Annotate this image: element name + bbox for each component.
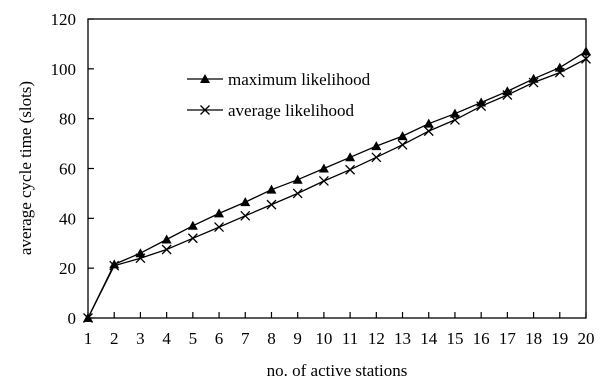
x-tick-label: 3 xyxy=(136,329,145,348)
data-point-triangle xyxy=(240,197,251,207)
data-point-x xyxy=(161,244,172,255)
x-tick-label: 1 xyxy=(84,329,93,348)
data-point-x xyxy=(240,210,251,221)
data-point-x xyxy=(449,114,460,125)
data-point-x xyxy=(345,164,356,175)
data-point-x xyxy=(187,233,198,244)
x-tick-label: 11 xyxy=(342,329,358,348)
x-tick-label: 18 xyxy=(525,329,542,348)
legend-entry-average-likelihood: average likelihood xyxy=(187,101,355,120)
y-tick-label: 20 xyxy=(59,259,76,278)
data-point-x xyxy=(83,313,93,323)
legend-entry-maximum-likelihood: maximum likelihood xyxy=(187,70,371,89)
data-point-triangle xyxy=(292,174,303,184)
triangle-marker-icon xyxy=(200,74,210,83)
x-tick-label: 4 xyxy=(162,329,171,348)
data-point-x xyxy=(423,126,434,137)
data-point-triangle xyxy=(161,234,172,244)
data-point-x xyxy=(214,222,225,233)
series-line-average-likelihood xyxy=(87,58,587,319)
x-tick-label: 19 xyxy=(551,329,568,348)
legend-label-average-likelihood: average likelihood xyxy=(228,101,355,120)
series-average-likelihood xyxy=(83,53,591,323)
data-point-x xyxy=(371,152,382,163)
data-point-x xyxy=(109,260,120,271)
data-point-triangle xyxy=(449,108,460,118)
data-point-triangle xyxy=(371,141,382,151)
x-tick-label: 8 xyxy=(267,329,276,348)
x-tick-label: 17 xyxy=(499,329,517,348)
plot-frame xyxy=(87,18,587,319)
x-tick-label: 15 xyxy=(446,329,463,348)
x-tick-label: 7 xyxy=(241,329,250,348)
data-point-x xyxy=(266,199,277,210)
series-layer xyxy=(83,46,591,323)
legend-label-maximum-likelihood: maximum likelihood xyxy=(228,70,371,89)
x-marker-icon xyxy=(200,105,210,115)
x-tick-label: 9 xyxy=(293,329,302,348)
y-tick-label: 40 xyxy=(59,209,76,228)
y-axis-title: average cycle time (slots) xyxy=(16,81,35,255)
data-point-x xyxy=(135,253,146,264)
data-point-x xyxy=(581,53,591,64)
legend: maximum likelihood average likelihood xyxy=(187,70,371,120)
data-point-triangle xyxy=(345,152,356,162)
y-tick-label: 0 xyxy=(68,309,77,328)
x-axis-title: no. of active stations xyxy=(267,361,408,380)
data-point-triangle xyxy=(397,131,408,141)
x-tick-label: 12 xyxy=(368,329,385,348)
data-point-triangle xyxy=(135,248,146,258)
x-tick-label: 5 xyxy=(189,329,198,348)
data-point-triangle xyxy=(581,46,591,56)
x-tick-label: 2 xyxy=(110,329,119,348)
data-point-triangle xyxy=(423,118,434,128)
data-point-triangle xyxy=(187,220,198,230)
data-point-x xyxy=(292,188,303,199)
x-tick-label: 14 xyxy=(420,329,438,348)
data-point-x xyxy=(318,175,329,186)
data-point-x xyxy=(502,90,513,100)
x-tick-label: 20 xyxy=(578,329,595,348)
x-tick-label: 16 xyxy=(473,329,490,348)
y-tick-label: 120 xyxy=(51,10,77,29)
data-point-x xyxy=(397,139,408,150)
data-point-x xyxy=(528,77,539,88)
data-point-triangle xyxy=(266,184,277,194)
y-axis-ticks: 0 20 40 60 80 100 120 xyxy=(51,10,94,328)
x-tick-label: 13 xyxy=(394,329,411,348)
data-point-x xyxy=(476,101,487,112)
data-point-triangle xyxy=(214,208,225,218)
y-tick-label: 60 xyxy=(59,160,76,179)
x-tick-label: 10 xyxy=(315,329,332,348)
data-point-x xyxy=(554,67,565,78)
series-line-maximum-likelihood xyxy=(87,50,587,319)
x-axis-ticks: 1 2 3 4 5 6 7 8 9 10 11 12 13 14 15 16 17 18 19 20 xyxy=(84,312,595,348)
data-point-triangle xyxy=(318,163,329,173)
y-tick-label: 80 xyxy=(59,110,76,129)
data-point-triangle xyxy=(109,259,120,269)
y-tick-label: 100 xyxy=(51,60,77,79)
x-tick-label: 6 xyxy=(215,329,224,348)
